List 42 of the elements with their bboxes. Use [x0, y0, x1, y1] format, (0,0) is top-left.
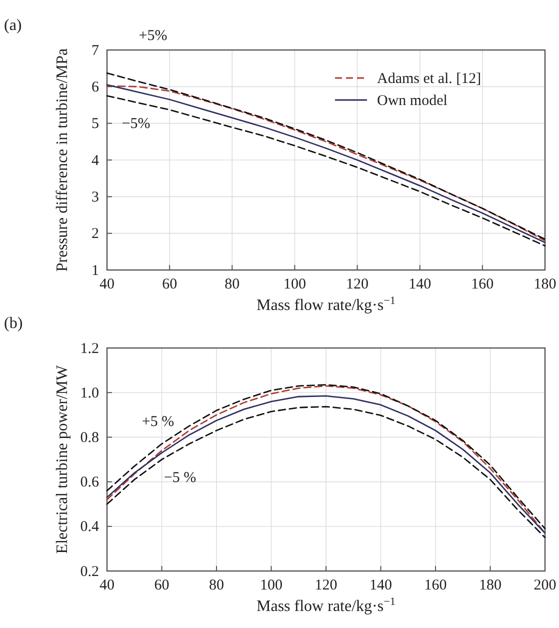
- x-tick-label: 100: [260, 578, 282, 594]
- y-tick-label: 1.0: [80, 385, 99, 402]
- x-tick-label: 160: [424, 578, 447, 594]
- y-tick-label: 0.2: [80, 564, 99, 580]
- x-tick-label: 160: [471, 276, 494, 293]
- x-tick-label: 140: [408, 276, 432, 293]
- x-tick-label: 40: [100, 578, 114, 594]
- y-tick-label: 4: [92, 152, 100, 169]
- legend-label: Adams et al. [12]: [377, 71, 482, 87]
- x-tick-label: 120: [346, 276, 369, 293]
- y-tick-label: 1.2: [80, 340, 99, 357]
- x-tick-label: 80: [209, 578, 224, 594]
- x-tick-label: 140: [370, 578, 392, 594]
- y-tick-label: 6: [92, 79, 100, 96]
- text: (b): [4, 315, 23, 332]
- y-tick-label: 1: [92, 262, 99, 279]
- x-tick-label: 60: [162, 276, 178, 293]
- x-tick-label: 180: [479, 578, 502, 594]
- y-axis-title: Electrical turbine power/MW: [54, 364, 71, 554]
- x-tick-label: 80: [224, 276, 240, 293]
- y-tick-label: 3: [92, 189, 99, 206]
- x-axis-title: Mass flow rate/kg·s$^{−1}$: [256, 596, 396, 615]
- legend-label: Own model: [377, 93, 448, 109]
- y-axis-title: Pressure difference in turbine/MPa: [54, 48, 71, 272]
- annotation: −5%: [122, 116, 150, 132]
- x-axis-title: Mass flow rate/kg·s$^{−1}$: [256, 295, 396, 314]
- y-tick-label: 0.4: [80, 519, 100, 536]
- text: (a): [4, 17, 22, 34]
- x-tick-label: 200: [534, 578, 556, 594]
- y-tick-label: 0.6: [80, 474, 100, 491]
- x-tick-label: 180: [534, 276, 556, 293]
- y-tick-label: 7: [92, 42, 100, 59]
- y-tick-label: 2: [92, 226, 99, 242]
- annotation: +5 %: [142, 414, 174, 430]
- y-tick-label: 0.8: [80, 430, 99, 446]
- x-tick-label: 40: [100, 276, 114, 293]
- y-tick-label: 5: [92, 116, 99, 132]
- x-tick-label: 120: [314, 578, 338, 594]
- annotation: −5 %: [164, 470, 196, 486]
- x-tick-label: 100: [283, 276, 306, 293]
- x-tick-label: 60: [154, 578, 170, 594]
- text: +5%: [138, 28, 168, 44]
